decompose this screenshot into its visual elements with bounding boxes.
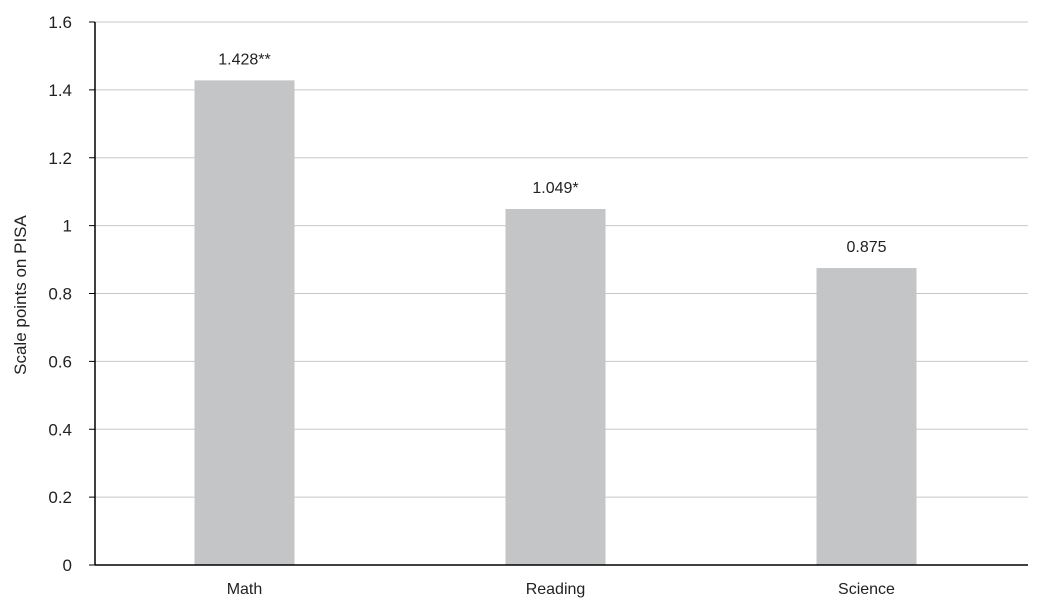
y-tick-label: 0.6: [48, 352, 72, 371]
y-tick-label: 0.2: [48, 488, 72, 507]
y-axis-title: Scale points on PISA: [11, 214, 30, 374]
y-tick-label: 1.2: [48, 149, 72, 168]
y-tick-label: 0: [63, 556, 72, 575]
x-category-label: Reading: [526, 581, 586, 598]
bar-math: [194, 80, 295, 565]
data-label-math: 1.428**: [218, 51, 271, 68]
x-category-label: Science: [838, 581, 895, 598]
data-label-science: 0.875: [846, 239, 886, 256]
data-label-reading: 1.049*: [532, 180, 578, 197]
y-tick-label: 1: [63, 217, 72, 236]
x-axis-categories: Math Reading Science: [227, 581, 895, 598]
y-axis-ticks: 0 0.2 0.4 0.6 0.8 1 1.2 1.4 1.6: [48, 13, 95, 575]
data-labels: 1.428** 1.049* 0.875: [218, 51, 886, 256]
y-tick-label: 0.4: [48, 420, 72, 439]
y-tick-label: 0.8: [48, 285, 72, 304]
y-tick-label: 1.4: [48, 81, 72, 100]
bar-science: [816, 268, 917, 565]
y-tick-label: 1.6: [48, 13, 72, 32]
x-category-label: Math: [227, 581, 263, 598]
bar-reading: [505, 208, 606, 566]
bars: [194, 80, 917, 566]
